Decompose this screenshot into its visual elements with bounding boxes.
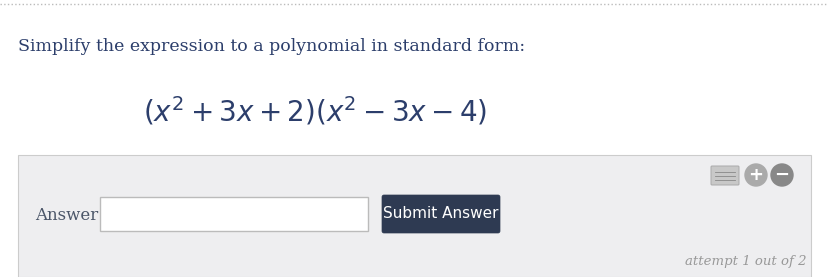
Text: +: +: [748, 166, 763, 184]
Text: −: −: [773, 166, 788, 184]
FancyBboxPatch shape: [382, 195, 499, 233]
FancyBboxPatch shape: [100, 197, 368, 231]
Text: attempt 1 out of 2: attempt 1 out of 2: [685, 255, 806, 268]
Text: $(x^2 + 3x + 2)(x^2 - 3x - 4)$: $(x^2 + 3x + 2)(x^2 - 3x - 4)$: [142, 95, 487, 128]
Text: Simplify the expression to a polynomial in standard form:: Simplify the expression to a polynomial …: [18, 38, 524, 55]
FancyBboxPatch shape: [710, 166, 738, 185]
FancyBboxPatch shape: [18, 155, 810, 277]
Text: Submit Answer: Submit Answer: [383, 206, 498, 222]
Circle shape: [770, 164, 792, 186]
Text: Answer:: Answer:: [35, 206, 104, 224]
Circle shape: [744, 164, 766, 186]
